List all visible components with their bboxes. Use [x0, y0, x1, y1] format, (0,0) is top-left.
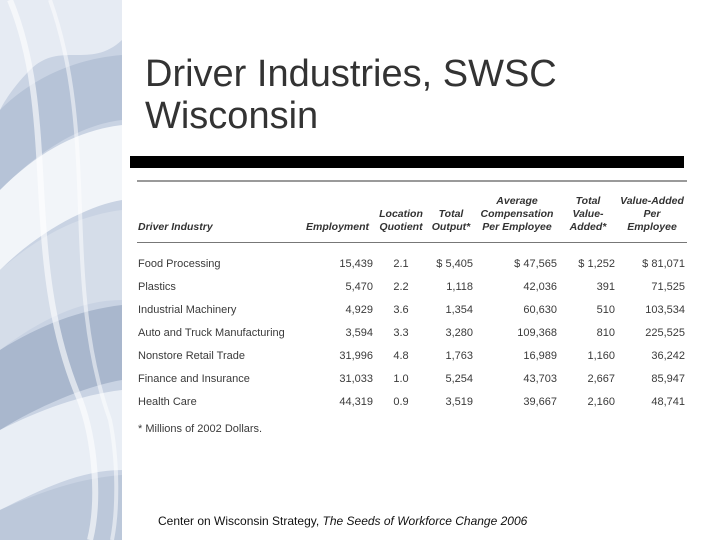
table-row: Plastics 5,470 2.2 1,118 42,036 391 71,5…	[137, 275, 687, 298]
slide-title-line-2: Wisconsin	[145, 95, 319, 137]
column-header: Total Value-Added*	[569, 195, 607, 233]
total-output-cell: 3,280	[445, 326, 473, 339]
table-row: Health Care 44,319 0.9 3,519 39,667 2,16…	[137, 390, 687, 413]
industry-cell: Food Processing	[138, 257, 221, 270]
total-output-cell: $ 5,405	[436, 257, 473, 270]
table-spacer-row	[137, 234, 687, 252]
value-added-per-employee-cell: 36,242	[651, 349, 685, 362]
total-value-added-cell: 2,160	[587, 395, 615, 408]
location-quotient-cell: 1.0	[393, 372, 409, 385]
location-quotient-cell: 2.2	[393, 280, 409, 293]
avg-compensation-cell: 16,989	[523, 349, 557, 362]
title-divider-bar	[130, 156, 684, 168]
value-added-per-employee-cell: 85,947	[651, 372, 685, 385]
value-added-per-employee-cell: 103,534	[645, 303, 685, 316]
avg-compensation-cell: 109,368	[517, 326, 557, 339]
industry-cell: Industrial Machinery	[138, 303, 237, 316]
slide-title-line-1: Driver Industries, SWSC	[145, 53, 557, 95]
table-row: Finance and Insurance 31,033 1.0 5,254 4…	[137, 367, 687, 390]
table-top-rule	[137, 180, 687, 182]
decorative-wave-band	[0, 0, 122, 540]
total-value-added-cell: $ 1,252	[578, 257, 615, 270]
industry-cell: Finance and Insurance	[138, 372, 250, 385]
employment-cell: 31,033	[339, 372, 373, 385]
driver-industries-table: Driver Industry Employment Location Quot…	[137, 192, 687, 413]
industry-cell: Nonstore Retail Trade	[138, 349, 245, 362]
employment-cell: 31,996	[339, 349, 373, 362]
location-quotient-cell: 0.9	[393, 395, 409, 408]
avg-compensation-cell: 43,703	[523, 372, 557, 385]
total-output-cell: 1,354	[445, 303, 473, 316]
location-quotient-cell: 3.6	[393, 303, 409, 316]
location-quotient-cell: 2.1	[393, 257, 409, 270]
table-header-row: Driver Industry Employment Location Quot…	[137, 192, 687, 234]
table-footnote: * Millions of 2002 Dollars.	[138, 423, 263, 435]
wave-pattern	[0, 0, 122, 540]
total-value-added-cell: 2,667	[587, 372, 615, 385]
column-header: Employment	[305, 221, 369, 233]
avg-compensation-cell: 60,630	[523, 303, 557, 316]
table-header-rule	[137, 242, 687, 243]
column-header: Driver Industry	[138, 221, 213, 233]
value-added-per-employee-cell: $ 81,071	[642, 257, 685, 270]
location-quotient-cell: 3.3	[393, 326, 409, 339]
total-value-added-cell: 810	[596, 326, 615, 339]
industry-cell: Plastics	[138, 280, 176, 293]
avg-compensation-cell: 42,036	[523, 280, 557, 293]
table-row: Industrial Machinery 4,929 3.6 1,354 60,…	[137, 298, 687, 321]
value-added-per-employee-cell: 71,525	[651, 280, 685, 293]
slide-title: Driver Industries, SWSC Wisconsin	[145, 53, 705, 137]
employment-cell: 15,439	[339, 257, 373, 270]
table-row: Auto and Truck Manufacturing 3,594 3.3 3…	[137, 321, 687, 344]
column-header: Total Output*	[431, 208, 471, 233]
industry-cell: Auto and Truck Manufacturing	[138, 326, 285, 339]
avg-compensation-cell: $ 47,565	[514, 257, 557, 270]
employment-cell: 4,929	[345, 303, 373, 316]
total-output-cell: 1,118	[446, 280, 473, 293]
total-output-cell: 3,519	[445, 395, 473, 408]
location-quotient-cell: 4.8	[393, 349, 409, 362]
employment-cell: 5,470	[345, 280, 373, 293]
value-added-per-employee-cell: 48,741	[651, 395, 685, 408]
value-added-per-employee-cell: 225,525	[645, 326, 685, 339]
source-citation: Center on Wisconsin Strategy, The Seeds …	[158, 514, 527, 528]
employment-cell: 3,594	[345, 326, 373, 339]
total-output-cell: 1,763	[445, 349, 473, 362]
source-prefix: Center on Wisconsin Strategy,	[158, 514, 323, 528]
total-value-added-cell: 391	[596, 280, 615, 293]
employment-cell: 44,319	[339, 395, 373, 408]
column-header: Value-Added Per Employee	[620, 195, 684, 233]
table-row: Nonstore Retail Trade 31,996 4.8 1,763 1…	[137, 344, 687, 367]
table-row: Food Processing 15,439 2.1 $ 5,405 $ 47,…	[137, 252, 687, 275]
industry-cell: Health Care	[138, 395, 197, 408]
column-header: Average Compensation Per Employee	[480, 195, 554, 233]
avg-compensation-cell: 39,667	[523, 395, 557, 408]
total-output-cell: 5,254	[445, 372, 473, 385]
total-value-added-cell: 510	[596, 303, 615, 316]
column-header: Location Quotient	[379, 208, 423, 233]
source-title: The Seeds of Workforce Change 2006	[322, 514, 528, 528]
total-value-added-cell: 1,160	[587, 349, 615, 362]
